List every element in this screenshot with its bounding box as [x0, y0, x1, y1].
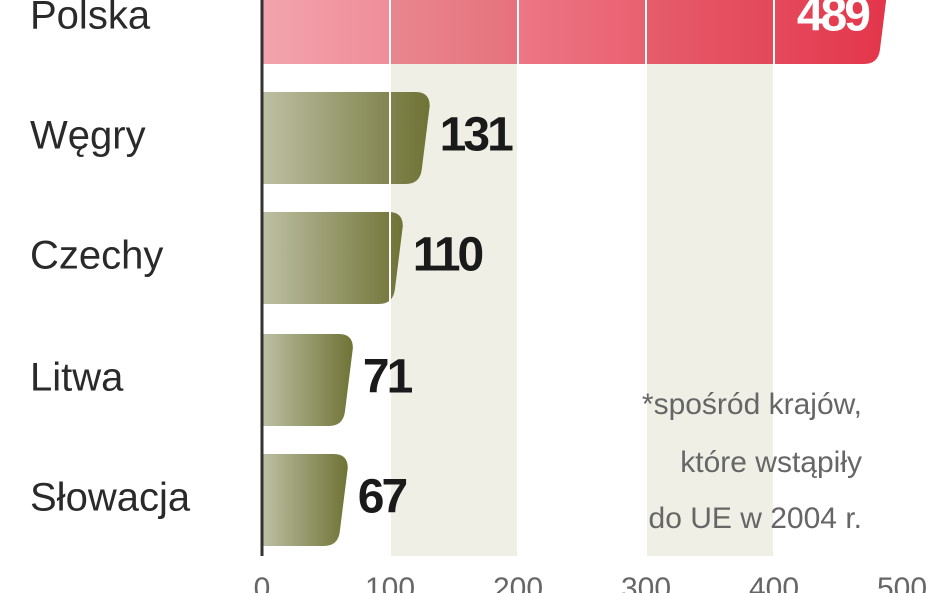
value-label: 489: [797, 0, 869, 42]
value-label: 110: [413, 229, 483, 282]
value-label: 67: [358, 471, 407, 524]
bar: [262, 92, 430, 184]
x-tick-label: 200: [493, 572, 543, 593]
category-label: Węgry: [30, 114, 146, 158]
annotation: *spośród krajów,: [642, 388, 862, 421]
category-label: Litwa: [30, 356, 124, 400]
bar: [262, 454, 348, 546]
x-tick-label: 400: [749, 572, 799, 593]
category-label: Słowacja: [30, 476, 191, 520]
x-tick-label: 300: [621, 572, 671, 593]
x-tick-label: 0: [254, 572, 271, 593]
bar: [262, 334, 353, 426]
category-label: Czechy: [30, 234, 163, 278]
annotation: które wstąpiły: [680, 446, 862, 479]
x-tick-label: 100: [365, 572, 415, 593]
value-label: 131: [440, 109, 513, 162]
bar: [262, 212, 403, 304]
annotation: do UE w 2004 r.: [649, 502, 862, 535]
x-tick-label: 500: [877, 572, 927, 593]
category-label: Polska: [30, 0, 151, 38]
value-label: 71: [363, 351, 413, 404]
bar: [262, 0, 887, 64]
